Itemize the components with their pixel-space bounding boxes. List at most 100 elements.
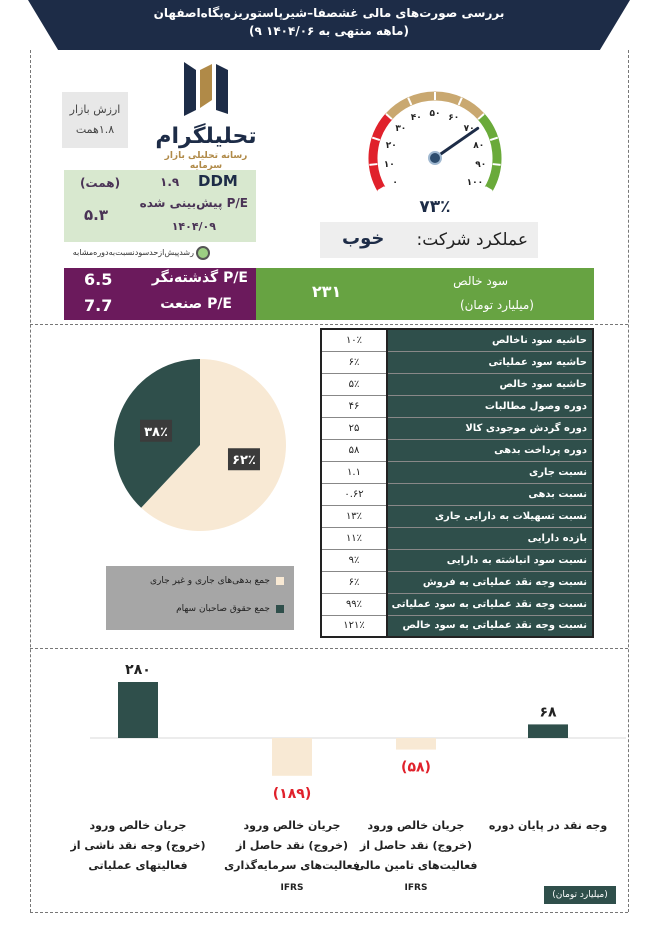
report-subtitle: (۹ ماهه منتهی به ۱۴۰۴/۰۶) xyxy=(249,24,409,38)
company-performance: عملکرد شرکت: خوب xyxy=(320,222,538,258)
bar-category-label: جریان خالص ورود (خروج) وجه نقد ناشی از ف… xyxy=(70,819,206,872)
pe-forecast-label: P/E پیش‌بینی شده xyxy=(139,196,248,210)
financial-ratios-table: ۱۰٪ حاشیه سود ناخالص ۶٪ حاشیه سود عملیاتی ۵٪… xyxy=(320,328,594,638)
gauge-tick xyxy=(492,163,501,166)
pe-ttm-label: P/E گذشته‌نگر xyxy=(151,270,248,286)
bar-category-note: IFRS xyxy=(404,883,428,893)
gauge-tick xyxy=(369,163,378,166)
market-value-label: ارزش بازار xyxy=(69,103,121,116)
table-row: ۲۵ دوره گردش موجودی کالا xyxy=(320,416,594,440)
market-value-amount: ۱.۸همت xyxy=(75,123,115,136)
ratio-label: دوره وصول مطالبات xyxy=(386,394,594,418)
ratio-value: ۹۹٪ xyxy=(320,592,388,616)
net-profit-unit: (میلیارد تومان) xyxy=(459,298,534,312)
ratio-value: ۱۱٪ xyxy=(320,526,388,550)
pie-label-box xyxy=(227,448,260,471)
table-row: ۶٪ حاشیه سود عملیاتی xyxy=(320,350,594,374)
bar-category-note: IFRS xyxy=(280,883,304,893)
pie-legend: جمع بدهی‌های جاری و غیر جاری جمع حقوق صا… xyxy=(106,566,294,630)
pie-slice xyxy=(141,359,286,531)
performance-label: عملکرد شرکت: xyxy=(416,230,528,250)
gauge-arc-red xyxy=(368,113,393,192)
market-value-box: ارزش بازار ۱.۸همت xyxy=(62,92,128,148)
gauge-tick-label: ۵۰ xyxy=(430,109,441,119)
ddm-date: ۱۴۰۴/۰۹ xyxy=(171,220,216,233)
ratio-label: نسبت سود انباشته به دارایی xyxy=(386,548,594,572)
gauge-tick xyxy=(477,113,485,120)
ratio-value: ۱۰٪ xyxy=(320,328,388,352)
brand-logo: تحلیلگرام رسانه تحلیلی بازار سرمایه xyxy=(150,60,262,171)
table-row: ۱۲۱٪ نسبت وجه نقد عملیاتی به سود خالص xyxy=(320,614,594,638)
bar xyxy=(118,682,158,738)
gauge-arc-green xyxy=(477,113,502,192)
bar-category-label: وجه نقد در پایان دوره xyxy=(488,819,608,832)
bar-category-label: جریان خالص ورود (خروج) نقد حاصل از فعالی… xyxy=(224,819,360,872)
ddm-box: (همت) ۱.۹ DDM ۵.۳ P/E پیش‌بینی شده ۱۴۰۴/… xyxy=(64,170,256,242)
frame-left xyxy=(30,50,31,912)
gauge-tick-label: ۳۰ xyxy=(395,124,406,134)
ratio-label: نسبت تسهیلات به دارایی جاری xyxy=(386,504,594,528)
gauge-tick-label: ۸۰ xyxy=(473,141,484,151)
table-row: ۶٪ نسبت وجه نقد عملیاتی به فروش xyxy=(320,570,594,594)
capital-structure-pie: ۶۲٪ ۳۸٪ xyxy=(114,359,286,531)
ratio-value: ۴۶ xyxy=(320,394,388,418)
ratio-label: نسبت وجه نقد عملیاتی به فروش xyxy=(386,570,594,594)
ratio-value: ۹٪ xyxy=(320,548,388,572)
report-title: بررسی صورت‌های مالی غشصفا–شیرپاستوریزه‌پ… xyxy=(153,6,505,20)
bar-chart-unit: (میلیارد تومان) xyxy=(544,886,616,904)
gauge-tick-label: ۱۰ xyxy=(384,160,395,170)
gauge-tick xyxy=(385,113,393,120)
table-row: ۰.۶۲ نسبت بدهی xyxy=(320,482,594,506)
pe-industry-label: P/E صنعت xyxy=(160,296,232,312)
gauge-tick-label: ۶۰ xyxy=(448,113,459,123)
table-row: ۵۸ دوره پرداخت بدهی xyxy=(320,438,594,462)
ratio-value: ۰.۶۲ xyxy=(320,482,388,506)
bar-category-label: جریان خالص ورود (خروج) نقد حاصل از فعالی… xyxy=(354,819,478,872)
gauge-tick xyxy=(371,136,381,142)
ratio-value: ۶٪ xyxy=(320,350,388,374)
bar-category-labels: جریان خالص ورود (خروج) وجه نقد ناشی از ف… xyxy=(70,816,630,896)
ratio-value: ۵٪ xyxy=(320,372,388,396)
gauge-hub xyxy=(428,151,442,165)
pie-value-label: ۶۲٪ xyxy=(232,453,256,468)
table-row: ۹٪ نسبت سود انباشته به دارایی xyxy=(320,548,594,572)
table-row: ۱۳٪ نسبت تسهیلات به دارایی جاری xyxy=(320,504,594,528)
gauge-tick-label: ۷۰ xyxy=(464,124,475,134)
ratio-value: ۱.۱ xyxy=(320,460,388,484)
gauge-tick-label: ۲۰ xyxy=(386,141,397,151)
logo-slogan: رسانه تحلیلی بازار سرمایه xyxy=(164,151,248,171)
status-dot-icon xyxy=(196,246,210,260)
logo-brand-text: تحلیلگرام xyxy=(155,124,257,149)
gauge-tick-label: ۴۰ xyxy=(411,113,422,123)
report-header: بررسی صورت‌های مالی غشصفا–شیرپاستوریزه‌پ… xyxy=(28,0,630,50)
ratio-value: ۲۵ xyxy=(320,416,388,440)
gauge-tick-label: ۹۰ xyxy=(475,160,486,170)
bar-value-label: (۵۸) xyxy=(401,760,431,776)
pe-box: 6.5 P/E گذشته‌نگر 7.7 P/E صنعت xyxy=(64,268,256,320)
gauge-tick-label: ۱۰۰ xyxy=(467,178,483,188)
table-row: ۵٪ حاشیه سود خالص xyxy=(320,372,594,396)
table-row: ۱۱٪ بازده دارایی xyxy=(320,526,594,550)
bar xyxy=(272,738,312,776)
net-profit-value: ۲۳۱ xyxy=(312,282,342,301)
legend-swatch xyxy=(276,577,284,585)
net-profit-box: ۲۳۱ سود خالص (میلیارد تومان) xyxy=(256,268,594,320)
pie-label-box xyxy=(140,419,173,442)
legend-item-equity: جمع حقوق صاحبان سهام xyxy=(176,604,284,614)
gauge-tick-labels: ۰ ۱۰ ۲۰ ۳۰ ۴۰ ۵۰ ۶۰ ۷۰ ۸۰ ۹۰ ۱۰۰ xyxy=(369,92,501,192)
gauge-tick-label: ۰ xyxy=(392,178,398,188)
gauge-tick xyxy=(484,186,493,192)
legend-label-equity: جمع حقوق صاحبان سهام xyxy=(176,604,270,614)
cash-flow-bar-chart: ۲۸۰ (۱۸۹) (۵۸) ۶۸ xyxy=(90,662,626,802)
ratio-label: بازده دارایی xyxy=(386,526,594,550)
gauge-tick xyxy=(489,136,499,142)
ddm-value: ۱.۹ xyxy=(160,175,180,189)
legend-label-liabilities: جمع بدهی‌های جاری و غیر جاری xyxy=(150,576,270,586)
ratio-value: ۱۳٪ xyxy=(320,504,388,528)
growth-note: رشدپیش‌ازحدسودنسبت‌به‌دوره‌مشابه xyxy=(72,248,194,257)
ratio-label: دوره پرداخت بدهی xyxy=(386,438,594,462)
gauge-tick xyxy=(377,186,386,192)
gauge-value-label: ۷۳٪ xyxy=(419,197,450,217)
table-row: ۱۰٪ حاشیه سود ناخالص xyxy=(320,328,594,352)
ratio-label: نسبت جاری xyxy=(386,460,594,484)
